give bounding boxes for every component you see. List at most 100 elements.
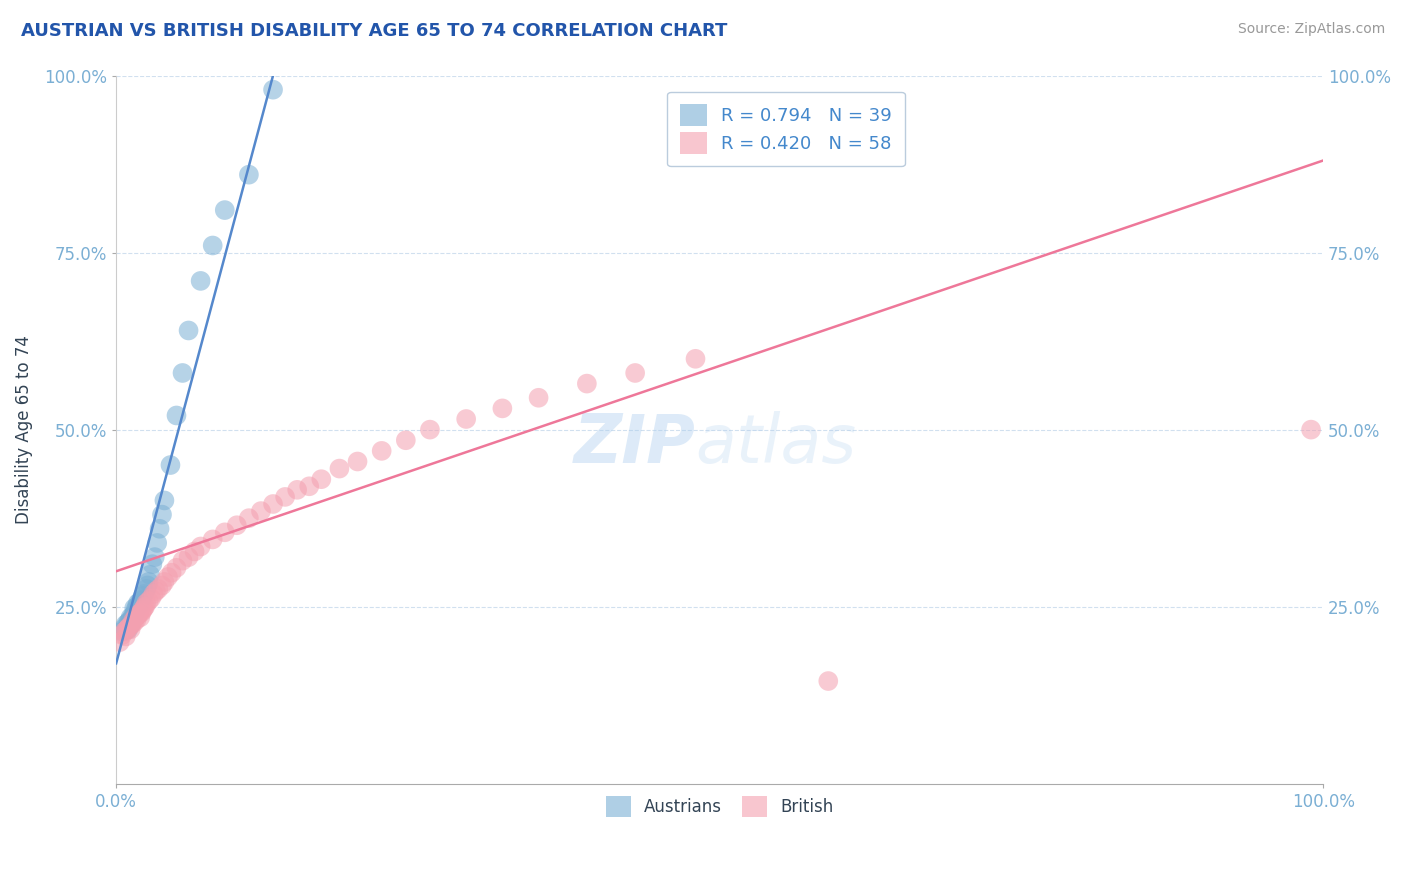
Point	[122, 615, 145, 630]
Point	[111, 628, 134, 642]
Point	[575, 376, 598, 391]
Point	[136, 578, 159, 592]
Point	[135, 582, 157, 596]
Point	[122, 607, 145, 621]
Point	[150, 508, 173, 522]
Point	[214, 203, 236, 218]
Point	[624, 366, 647, 380]
Point	[115, 623, 138, 637]
Point	[118, 614, 141, 628]
Point	[111, 624, 134, 639]
Point	[121, 612, 143, 626]
Point	[190, 274, 212, 288]
Point	[131, 605, 153, 619]
Point	[177, 323, 200, 337]
Point	[238, 168, 260, 182]
Point	[143, 550, 166, 565]
Point	[166, 560, 188, 574]
Point	[125, 612, 148, 626]
Point	[177, 550, 200, 565]
Point	[817, 674, 839, 689]
Text: Source: ZipAtlas.com: Source: ZipAtlas.com	[1237, 22, 1385, 37]
Point	[149, 522, 172, 536]
Point	[134, 599, 156, 614]
Point	[138, 594, 160, 608]
Point	[419, 423, 441, 437]
Point	[138, 574, 160, 589]
Point	[145, 584, 167, 599]
Point	[527, 391, 550, 405]
Point	[285, 483, 308, 497]
Point	[124, 603, 146, 617]
Point	[117, 623, 139, 637]
Point	[148, 582, 170, 596]
Point	[122, 608, 145, 623]
Point	[124, 610, 146, 624]
Point	[311, 472, 333, 486]
Point	[250, 504, 273, 518]
Point	[183, 544, 205, 558]
Point	[214, 525, 236, 540]
Point	[118, 619, 141, 633]
Point	[238, 511, 260, 525]
Point	[201, 533, 224, 547]
Point	[153, 493, 176, 508]
Point	[139, 567, 162, 582]
Point	[150, 578, 173, 592]
Point	[120, 610, 142, 624]
Y-axis label: Disability Age 65 to 74: Disability Age 65 to 74	[15, 335, 32, 524]
Point	[121, 617, 143, 632]
Point	[172, 366, 194, 380]
Point	[146, 536, 169, 550]
Point	[132, 601, 155, 615]
Point	[127, 596, 149, 610]
Point	[262, 497, 284, 511]
Point	[120, 617, 142, 632]
Point	[1299, 423, 1322, 437]
Point	[131, 603, 153, 617]
Point	[201, 238, 224, 252]
Point	[172, 554, 194, 568]
Point	[298, 479, 321, 493]
Text: AUSTRIAN VS BRITISH DISABILITY AGE 65 TO 74 CORRELATION CHART: AUSTRIAN VS BRITISH DISABILITY AGE 65 TO…	[21, 22, 727, 40]
Point	[225, 518, 247, 533]
Point	[122, 614, 145, 628]
Point	[159, 458, 181, 472]
Point	[128, 607, 150, 621]
Point	[153, 574, 176, 589]
Point	[129, 610, 152, 624]
Point	[117, 621, 139, 635]
Point	[114, 617, 136, 632]
Point	[114, 624, 136, 639]
Point	[370, 443, 392, 458]
Point	[395, 434, 418, 448]
Point	[142, 587, 165, 601]
Point	[491, 401, 513, 416]
Legend: Austrians, British: Austrians, British	[598, 788, 842, 825]
Point	[139, 591, 162, 606]
Point	[127, 608, 149, 623]
Point	[131, 589, 153, 603]
Point	[117, 615, 139, 630]
Point	[190, 540, 212, 554]
Point	[132, 587, 155, 601]
Point	[166, 409, 188, 423]
Point	[128, 599, 150, 613]
Point	[114, 629, 136, 643]
Point	[346, 454, 368, 468]
Point	[160, 566, 183, 580]
Text: atlas: atlas	[696, 411, 856, 477]
Point	[125, 599, 148, 614]
Point	[274, 490, 297, 504]
Point	[141, 557, 163, 571]
Point	[129, 594, 152, 608]
Point	[262, 83, 284, 97]
Point	[685, 351, 707, 366]
Point	[108, 635, 131, 649]
Point	[135, 596, 157, 610]
Text: ZIP: ZIP	[574, 411, 696, 477]
Point	[157, 570, 180, 584]
Point	[328, 461, 350, 475]
Point	[114, 621, 136, 635]
Point	[131, 592, 153, 607]
